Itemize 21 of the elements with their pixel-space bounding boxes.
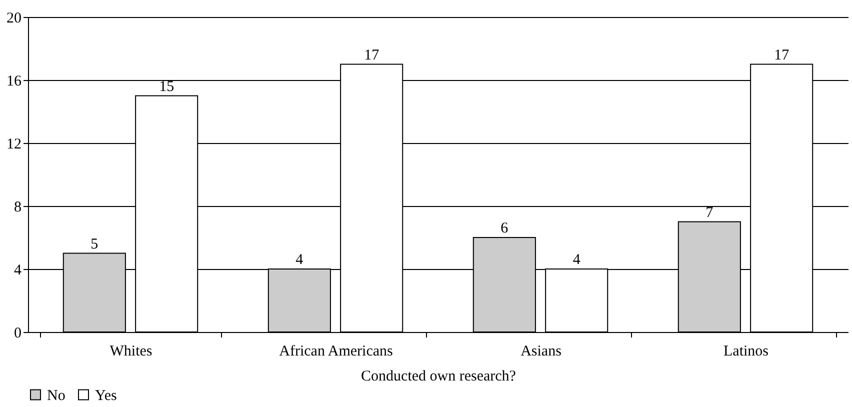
data-label: 4 — [572, 252, 581, 268]
x-axis-title: Conducted own research? — [361, 368, 516, 384]
legend-label: Yes — [95, 388, 117, 404]
y-tick-label: 12 — [6, 136, 22, 152]
y-tick-label: 20 — [6, 10, 22, 26]
data-label: 17 — [364, 47, 380, 64]
x-tick-label: African Americans — [279, 344, 394, 360]
data-label: 17 — [774, 47, 790, 64]
data-label: 15 — [159, 78, 174, 95]
x-tick-label: Whites — [110, 344, 152, 360]
y-tick-label: 16 — [6, 74, 22, 90]
x-tick-label: Latinos — [724, 344, 769, 360]
y-tick-label: 8 — [14, 200, 22, 216]
legend-label: No — [47, 388, 66, 404]
data-label: 5 — [90, 236, 98, 252]
data-label: 4 — [296, 252, 304, 268]
y-tick-label: 4 — [14, 262, 22, 278]
data-label: 7 — [706, 204, 714, 221]
x-tick-label: Asians — [520, 344, 562, 360]
data-label: 6 — [500, 220, 509, 236]
y-tick-label: 0 — [14, 326, 22, 342]
